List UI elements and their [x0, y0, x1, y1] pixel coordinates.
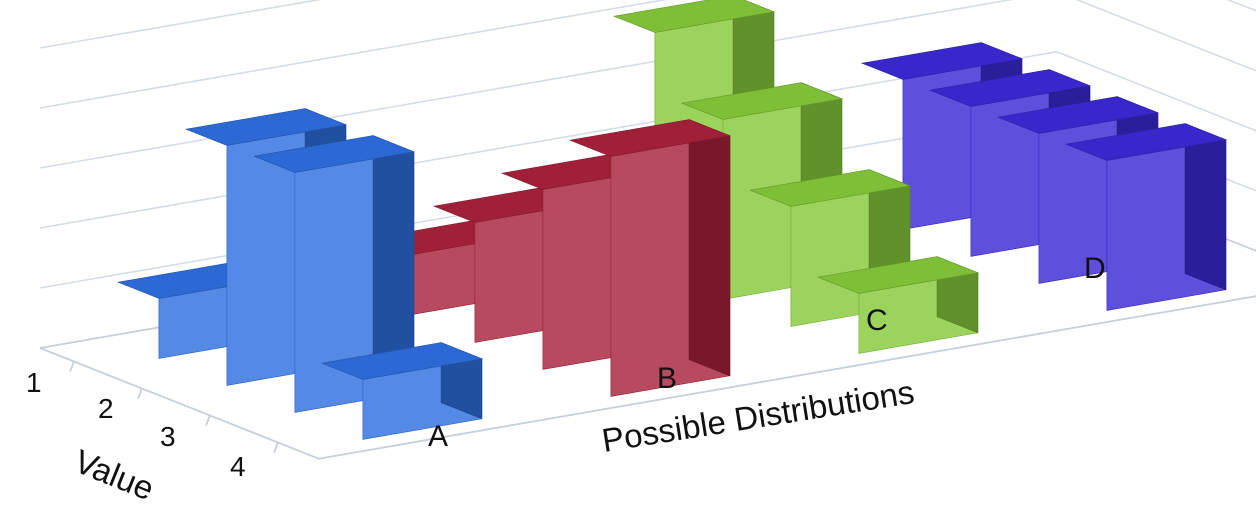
bar-top-face [996, 96, 1160, 134]
bar-top-face [1064, 123, 1228, 161]
value-tick-mark [205, 415, 211, 426]
bar-top-face [184, 108, 348, 146]
bar-D-4 [1064, 123, 1228, 311]
category-label-C: C [866, 304, 888, 337]
value-tick-mark [69, 361, 75, 372]
bar-B-4 [568, 119, 732, 397]
category-label-B: B [657, 362, 677, 395]
bar-top-face [748, 169, 912, 207]
value-tick-mark [273, 442, 279, 453]
chart-bars [116, 0, 1228, 440]
bar-side-face [688, 119, 731, 377]
bar-top-face [816, 256, 980, 294]
bar-top-face [612, 0, 776, 33]
bar-C-4 [816, 256, 980, 354]
bar-top-face [568, 119, 732, 157]
y-axis-title: Value [69, 442, 159, 507]
value-tick-label-3: 3 [160, 421, 176, 452]
bar-top-face [860, 42, 1024, 80]
bar-side-face [1184, 123, 1227, 291]
category-label-A: A [428, 420, 448, 453]
value-tick-label-2: 2 [98, 393, 114, 424]
bar-A-4 [320, 342, 484, 440]
bar-top-face [928, 69, 1092, 107]
value-tick-mark [137, 388, 143, 399]
bar-top-face [680, 82, 844, 120]
bar-top-face [252, 135, 416, 173]
value-tick-label-1: 1 [26, 367, 42, 398]
bar-A-3 [252, 135, 416, 413]
category-label-D: D [1084, 252, 1106, 285]
bar-top-face [320, 342, 484, 380]
gridline-4 [39, 0, 1256, 109]
value-tick-label-4: 4 [230, 451, 246, 482]
gridline-3 [39, 0, 1256, 169]
